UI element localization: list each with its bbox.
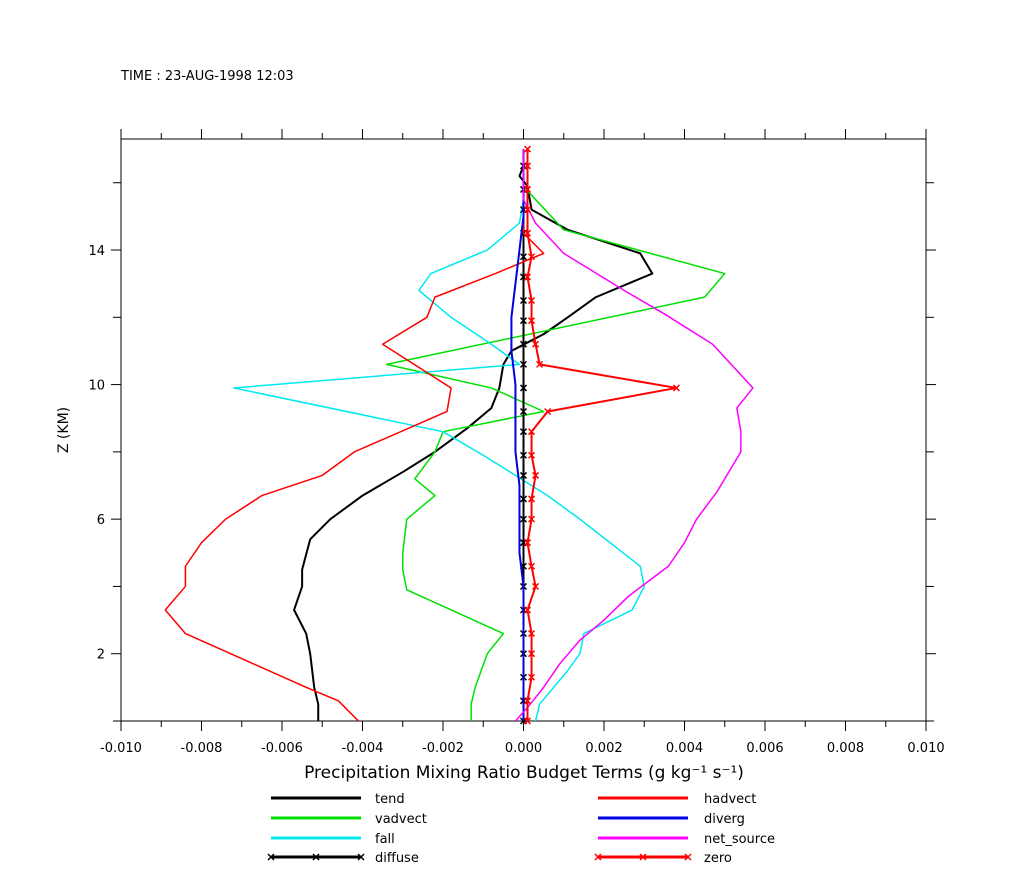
legend-item-tend: tend [271,792,405,807]
x-tick-label: -0.002 [422,741,464,756]
y-tick-label: 6 [97,513,105,528]
x-axis-label: Precipitation Mixing Ratio Budget Terms … [304,763,744,783]
series-zero-marker [523,273,532,281]
legend-label: tend [375,792,405,807]
legend-item-fall: fall [271,832,395,847]
y-tick-label: 10 [88,379,105,394]
series-zero-marker [523,206,532,214]
legend-item-diffuse: diffuse [267,851,419,866]
series-zero-marker [523,229,532,237]
legend-label: diffuse [375,851,419,866]
series-zero-marker [532,471,540,479]
series-line-net_source [514,149,754,722]
series-zero-marker [523,697,532,705]
x-tick-label: -0.006 [261,741,303,756]
x-tick-label: 0.000 [505,741,542,756]
series-diffuse-marker [519,407,528,416]
legend-item-diverg: diverg [598,812,745,827]
axis-ticks [111,129,936,731]
series-zero-marker [672,384,680,392]
series-zero-marker [528,253,536,261]
series-zero [523,145,680,725]
y-tick-label: 14 [88,244,105,259]
legend-diffuse-marker [312,853,320,861]
series-zero-marker [523,145,532,153]
series-zero-marker [528,296,536,305]
series-diffuse-marker [519,360,528,368]
x-tick-label: -0.004 [342,741,384,756]
series-zero-marker [532,340,540,348]
series-diffuse-marker [519,340,528,348]
series-tend [293,149,654,721]
legend-label: hadvect [704,792,756,807]
x-tick-label: -0.010 [100,741,142,756]
series-line-vadvect [385,149,726,721]
x-tick-label: 0.008 [827,741,864,756]
x-tick-label: 0.002 [585,741,622,756]
series-diffuse-marker [519,296,528,305]
legend-label: vadvect [375,812,427,827]
series-zero-marker [528,317,536,325]
series-line-tend [293,149,654,721]
series-zero-marker [536,360,544,368]
legend-item-hadvect: hadvect [598,792,756,807]
series-zero-marker [523,717,532,725]
series-zero-marker [528,650,536,658]
legend-zero-marker [639,853,647,861]
series-diffuse-marker [519,317,528,325]
series-zero-marker [532,582,540,590]
series-diffuse-marker [519,384,528,392]
series-layer [164,145,754,725]
series-zero-marker [528,515,536,523]
legend-zero-marker [684,853,692,861]
series-zero-marker [523,162,532,170]
legend-zero-marker [594,853,602,861]
series-zero-marker [528,428,536,436]
x-tick-label: -0.008 [181,741,223,756]
series-diffuse-marker [519,253,528,261]
series-zero-marker [544,407,552,416]
series-vadvect [385,149,726,721]
series-zero-marker [528,495,536,503]
series-zero-marker [528,451,536,459]
series-line-zero [526,149,678,721]
series-net_source [514,149,754,722]
x-tick-label: 0.010 [907,741,944,756]
series-line-diverg [510,149,525,721]
series-zero-marker [528,673,536,681]
series-diverg [510,149,525,721]
series-diffuse-marker [519,428,528,436]
legend-label: fall [375,832,395,847]
legend-item-vadvect: vadvect [271,812,427,827]
legend-item-net_source: net_source [598,832,775,847]
series-line-fall [232,149,645,722]
series-zero-marker [523,185,532,193]
legend-label: zero [704,851,732,866]
series-fall [232,149,645,722]
x-tick-label: 0.006 [746,741,783,756]
series-zero-marker [528,630,536,638]
series-diffuse-marker [519,495,528,503]
legend-item-zero: zero [594,851,732,866]
series-diffuse-marker [519,515,528,523]
y-axis-label: Z (KM) [56,407,72,453]
tick-labels: -0.010 -0.008 -0.006 -0.004 -0.002 0.000 0.002… [88,244,944,756]
legend-diffuse-marker [357,853,365,861]
x-tick-label: 0.004 [666,741,703,756]
series-diffuse-marker [519,451,528,459]
series-zero-marker [523,539,532,547]
legend-label: net_source [704,832,775,847]
legend: tend vadvect fall diffuse hadvect diverg net_s… [267,792,775,866]
series-diffuse-marker [519,471,528,479]
series-zero-marker [528,562,536,570]
series-line-hadvect [164,149,545,722]
chart-title: TIME : 23-AUG-1998 12:03 [120,69,294,84]
legend-diffuse-marker [267,853,275,861]
legend-label: diverg [704,812,745,827]
y-tick-label: 2 [97,648,105,663]
series-zero-marker [523,606,532,614]
series-hadvect [164,149,545,722]
